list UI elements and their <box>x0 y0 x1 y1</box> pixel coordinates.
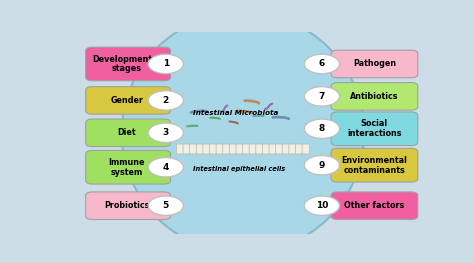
Text: 2: 2 <box>163 96 169 105</box>
FancyBboxPatch shape <box>263 144 270 154</box>
FancyBboxPatch shape <box>50 28 436 238</box>
FancyBboxPatch shape <box>190 144 197 154</box>
Circle shape <box>304 54 339 74</box>
Text: 7: 7 <box>319 92 325 101</box>
Text: 10: 10 <box>316 201 328 210</box>
FancyBboxPatch shape <box>86 47 171 81</box>
Text: Probiotics: Probiotics <box>104 201 149 210</box>
Text: 1: 1 <box>163 59 169 68</box>
FancyBboxPatch shape <box>331 112 418 146</box>
Text: 3: 3 <box>163 128 169 137</box>
Text: Intestinal epithelial cells: Intestinal epithelial cells <box>193 166 285 172</box>
FancyBboxPatch shape <box>183 144 191 154</box>
Circle shape <box>304 87 339 106</box>
Circle shape <box>148 196 183 215</box>
FancyBboxPatch shape <box>196 144 204 154</box>
FancyBboxPatch shape <box>295 144 303 154</box>
FancyBboxPatch shape <box>331 50 418 78</box>
Text: Environmental
contaminants: Environmental contaminants <box>341 156 407 175</box>
Circle shape <box>304 155 339 175</box>
Text: Gender: Gender <box>110 96 143 105</box>
Text: Diet: Diet <box>118 128 136 137</box>
FancyBboxPatch shape <box>203 144 210 154</box>
FancyBboxPatch shape <box>331 148 418 182</box>
FancyBboxPatch shape <box>216 144 224 154</box>
FancyBboxPatch shape <box>229 144 237 154</box>
Circle shape <box>148 123 183 143</box>
FancyBboxPatch shape <box>302 144 310 154</box>
Text: 9: 9 <box>319 161 325 170</box>
Ellipse shape <box>122 12 364 253</box>
FancyBboxPatch shape <box>210 144 217 154</box>
Text: Antibiotics: Antibiotics <box>350 92 399 101</box>
Text: Social
interactions: Social interactions <box>347 119 401 138</box>
Text: Other factors: Other factors <box>344 201 405 210</box>
Circle shape <box>148 91 183 110</box>
FancyBboxPatch shape <box>269 144 276 154</box>
FancyBboxPatch shape <box>256 144 264 154</box>
Text: 4: 4 <box>163 163 169 172</box>
FancyBboxPatch shape <box>331 83 418 110</box>
FancyBboxPatch shape <box>86 87 171 114</box>
FancyBboxPatch shape <box>176 144 184 154</box>
FancyBboxPatch shape <box>282 144 290 154</box>
Text: 6: 6 <box>319 59 325 68</box>
FancyBboxPatch shape <box>86 192 171 220</box>
FancyBboxPatch shape <box>223 144 230 154</box>
Circle shape <box>304 196 339 215</box>
FancyBboxPatch shape <box>249 144 257 154</box>
FancyBboxPatch shape <box>243 144 250 154</box>
FancyBboxPatch shape <box>86 119 171 146</box>
Text: Developmental
stages: Developmental stages <box>92 55 161 73</box>
Circle shape <box>148 54 183 74</box>
FancyBboxPatch shape <box>236 144 244 154</box>
Text: 5: 5 <box>163 201 169 210</box>
FancyBboxPatch shape <box>289 144 296 154</box>
Text: Intestinal Microbiota: Intestinal Microbiota <box>193 110 278 115</box>
FancyBboxPatch shape <box>86 150 171 184</box>
Text: 8: 8 <box>319 124 325 133</box>
Circle shape <box>304 119 339 139</box>
Text: Pathogen: Pathogen <box>353 59 396 68</box>
FancyBboxPatch shape <box>331 192 418 220</box>
FancyBboxPatch shape <box>275 144 283 154</box>
Text: Immune
system: Immune system <box>109 158 145 176</box>
Circle shape <box>148 158 183 177</box>
